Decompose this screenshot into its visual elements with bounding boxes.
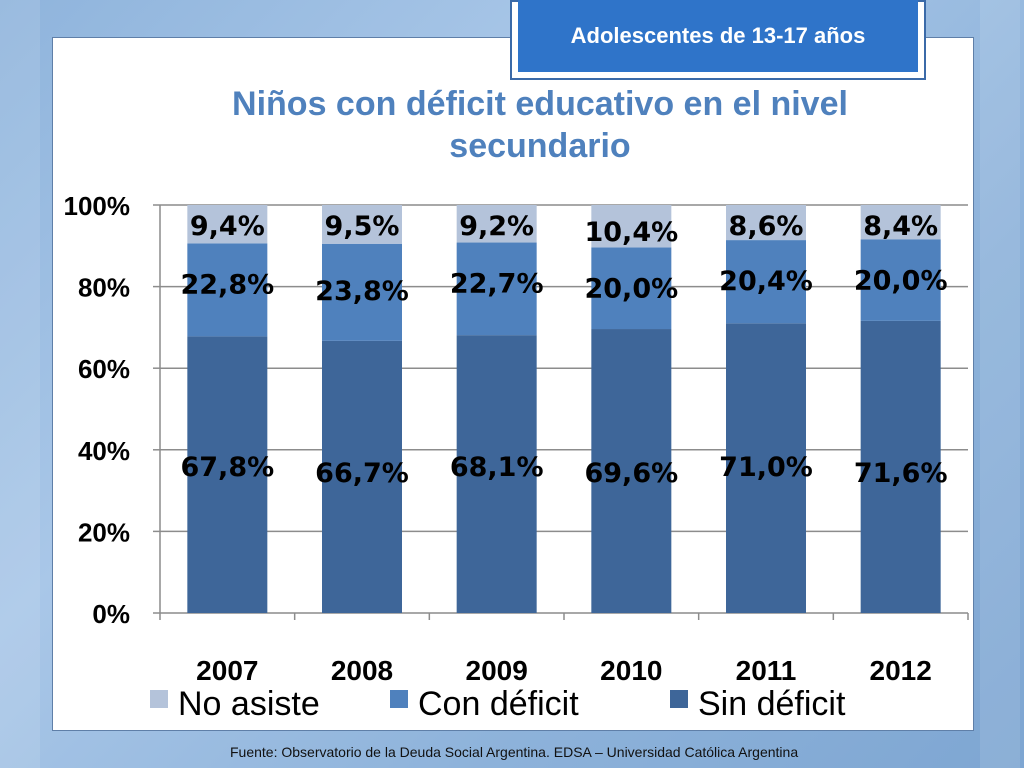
y-tick-label: 20%	[78, 517, 130, 547]
header-tag: Adolescentes de 13-17 años	[518, 0, 918, 72]
bar-segment	[322, 243, 402, 341]
y-tick-label: 40%	[78, 436, 130, 466]
bar-segment	[456, 205, 537, 243]
bar-segment	[860, 320, 941, 613]
y-tick-label: 80%	[78, 273, 130, 303]
bar-segment	[187, 243, 268, 337]
x-tick-label: 2012	[870, 655, 932, 686]
legend-label: Con déficit	[418, 685, 579, 723]
x-tick-label: 2011	[736, 655, 797, 686]
data-label: 71,0%	[719, 452, 813, 483]
bar-segment	[322, 340, 402, 613]
bar-segment	[860, 205, 941, 240]
background-stripe	[0, 0, 40, 768]
bar-segment	[187, 336, 268, 613]
data-label: 67,8%	[180, 452, 274, 483]
data-label: 20,0%	[854, 265, 948, 296]
legend-label: No asiste	[178, 685, 320, 723]
data-label: 10,4%	[584, 217, 678, 248]
data-label: 9,5%	[325, 211, 400, 242]
legend-swatch	[150, 690, 168, 708]
bar-segment	[322, 205, 402, 244]
y-tick-label: 60%	[78, 354, 130, 384]
bar-segment	[591, 329, 672, 613]
bar-segment	[187, 205, 268, 244]
x-tick-label: 2010	[600, 655, 662, 686]
data-label: 20,0%	[584, 273, 678, 304]
bar-segment	[860, 239, 941, 321]
legend-swatch	[670, 690, 688, 708]
bar-segment	[456, 335, 537, 613]
data-label: 22,8%	[180, 269, 274, 300]
bar-segment	[591, 205, 672, 248]
y-tick-label: 100%	[64, 191, 131, 221]
data-label: 68,1%	[450, 452, 544, 483]
source-footer: Fuente: Observatorio de la Deuda Social …	[230, 744, 799, 760]
data-label: 8,6%	[729, 211, 804, 242]
legend-label: Sin déficit	[698, 685, 846, 723]
x-tick-label: 2008	[331, 655, 393, 686]
x-tick-label: 2009	[466, 655, 528, 686]
data-label: 20,4%	[719, 266, 813, 297]
chart-title-line: secundario	[449, 127, 630, 165]
bar-segment	[591, 247, 672, 330]
legend-swatch	[390, 690, 408, 708]
data-label: 71,6%	[854, 458, 948, 489]
header-tag-box: Adolescentes de 13-17 años	[510, 0, 926, 80]
bar-segment	[726, 205, 806, 241]
bar-segment	[726, 323, 806, 613]
data-label: 22,7%	[450, 269, 544, 300]
background-stripe	[980, 0, 1020, 768]
data-label: 69,6%	[584, 458, 678, 489]
y-tick-label: 0%	[92, 599, 130, 629]
bar-segment	[726, 240, 806, 324]
data-label: 66,7%	[315, 458, 409, 489]
chart-title-line: Niños con déficit educativo en el nivel	[232, 85, 848, 123]
data-label: 23,8%	[315, 276, 409, 307]
x-tick-label: 2007	[196, 655, 258, 686]
data-label: 9,4%	[190, 211, 265, 242]
data-label: 9,2%	[459, 211, 534, 242]
data-label: 8,4%	[863, 211, 938, 242]
bar-segment	[456, 242, 537, 336]
